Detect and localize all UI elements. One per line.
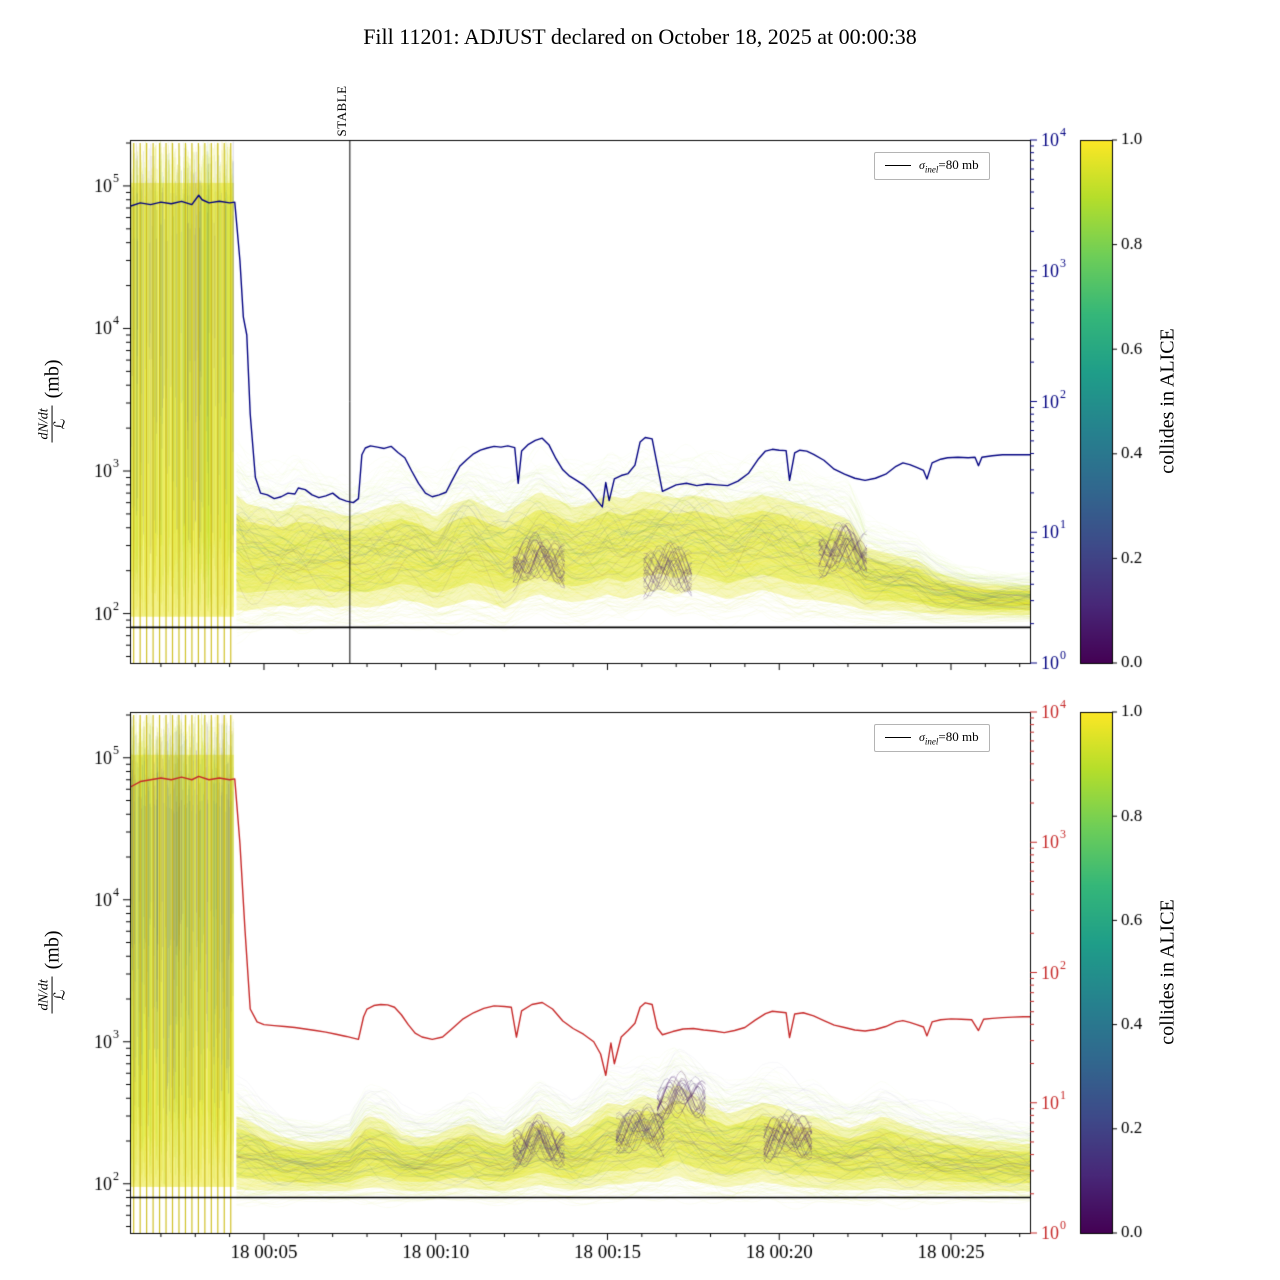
sigma-value: =80 mb <box>938 729 979 744</box>
y-axis-unit: (mb) <box>41 930 64 970</box>
legend-label: σinel=80 mb <box>919 157 979 175</box>
y-axis-denominator: ℒ <box>52 418 69 430</box>
colorbar-label-bottom: collides in ALICE <box>1156 899 1179 1045</box>
y-axis-numerator: dN/dt <box>36 976 53 1014</box>
legend-box-bottom: σinel=80 mb <box>874 724 990 752</box>
legend-box-top: σinel=80 mb <box>874 152 990 180</box>
y-axis-label-bottom: dN/dt ℒ (mb) <box>35 930 70 1014</box>
y-axis-fraction: dN/dt ℒ <box>36 405 70 443</box>
chart-title: Fill 11201: ADJUST declared on October 1… <box>363 24 917 49</box>
legend-label: σinel=80 mb <box>919 729 979 747</box>
colorbar-label-top: collides in ALICE <box>1156 328 1179 474</box>
sigma-value: =80 mb <box>938 157 979 172</box>
y-axis-denominator: ℒ <box>52 989 69 1001</box>
sigma-line-sample <box>885 737 911 739</box>
sigma-line-sample <box>885 165 911 167</box>
y-axis-numerator: dN/dt <box>36 405 53 443</box>
y-axis-label-top: dN/dt ℒ (mb) <box>35 359 70 443</box>
y-axis-unit: (mb) <box>41 359 64 399</box>
sigma-symbol: σ <box>919 158 925 172</box>
sigma-symbol: σ <box>919 730 925 744</box>
stable-annotation: STABLE <box>334 85 349 137</box>
sigma-subscript: inel <box>924 164 939 175</box>
y-axis-fraction: dN/dt ℒ <box>36 976 70 1014</box>
sigma-subscript: inel <box>924 736 939 747</box>
